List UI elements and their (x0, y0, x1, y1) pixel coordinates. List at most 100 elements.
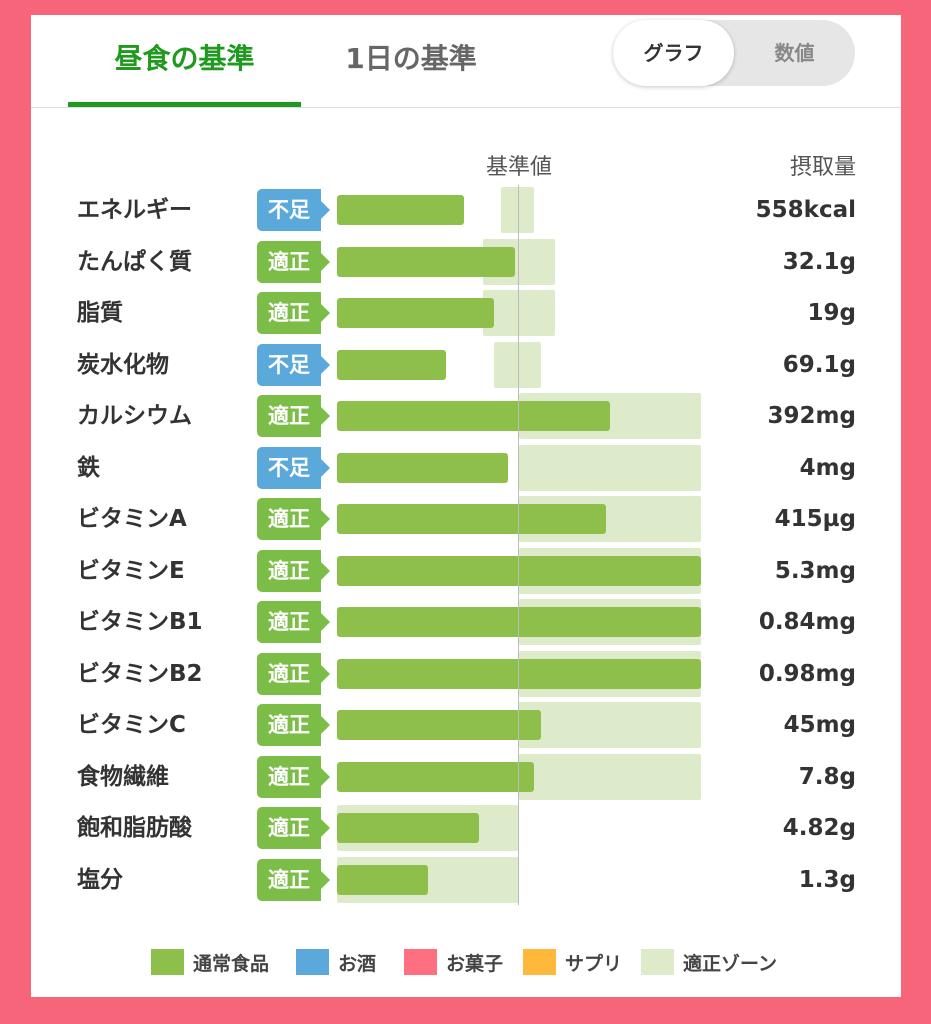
nutrient-name: ビタミンC (77, 712, 186, 738)
active-tab-underline (68, 102, 301, 107)
intake-bar (337, 246, 516, 277)
header-divider (31, 107, 901, 108)
nutrient-name: ビタミンE (77, 557, 185, 584)
nutrient-row: 鉄 不足 4mg (31, 444, 901, 491)
status-badge: 適正 (257, 601, 330, 643)
legend-swatch (151, 949, 184, 975)
status-badge: 適正 (257, 704, 330, 746)
nutrient-name: 飽和脂肪酸 (77, 815, 192, 841)
baseline-header: 基準値 (485, 155, 553, 180)
intake-header: 摂取量 (789, 155, 856, 180)
baseline-axis-line (518, 185, 519, 905)
status-badge: 適正 (257, 858, 330, 901)
nutrient-name: ビタミンB1 (77, 609, 203, 635)
nutrient-row: ビタミンB1 適正 0.84mg (31, 599, 901, 645)
chart-legend: 通常食品 お酒 お菓子 サプリ 適正ゾーン (31, 945, 901, 979)
status-badge: 適正 (257, 498, 330, 540)
intake-bar (337, 658, 701, 689)
number-view-button[interactable]: 数値 (774, 41, 815, 65)
nutrient-row: ビタミンE 適正 5.3mg (31, 547, 901, 594)
intake-bar (337, 504, 607, 534)
intake-bar (337, 607, 701, 637)
legend-swatch (404, 949, 437, 975)
intake-bar (337, 761, 534, 792)
target-zone (500, 187, 534, 233)
intake-value: 69.1g (782, 351, 856, 378)
intake-value: 0.98mg (758, 660, 856, 687)
intake-value: 4mg (799, 454, 856, 481)
target-zone (519, 753, 701, 800)
legend-item: 適正ゾーン (641, 945, 777, 979)
nutrient-name: カルシウム (77, 403, 192, 429)
status-badge: 適正 (257, 240, 330, 283)
nutrient-name: 鉄 (77, 454, 100, 481)
intake-value: 392mg (767, 403, 856, 429)
intake-bar (337, 195, 465, 225)
intake-value: 4.82g (782, 815, 856, 841)
nutrient-row: 食物繊維 適正 7.8g (31, 753, 901, 800)
target-zone (519, 444, 701, 491)
legend-item: 通常食品 (151, 945, 269, 979)
intake-bar (337, 710, 541, 740)
intake-bar (337, 452, 509, 483)
nutrient-name: ビタミンB2 (77, 660, 203, 687)
intake-value: 32.1g (782, 248, 856, 275)
intake-bar (337, 349, 447, 380)
nutrient-name: 塩分 (77, 866, 123, 893)
nutrient-row: 塩分 適正 1.3g (31, 856, 901, 903)
nutrient-row: カルシウム 適正 392mg (31, 393, 901, 439)
intake-bar (337, 298, 494, 328)
nutrient-name: 炭水化物 (77, 351, 169, 378)
intake-value: 558kcal (755, 197, 856, 223)
nutrient-row: エネルギー 不足 558kcal (31, 187, 901, 233)
graph-view-button[interactable]: グラフ (613, 20, 734, 86)
tab-daily-standard[interactable]: 1日の基準 (345, 42, 477, 75)
nutrient-row: ビタミンB2 適正 0.98mg (31, 650, 901, 697)
status-badge: 適正 (257, 807, 330, 849)
status-badge: 適正 (257, 395, 330, 437)
nutrient-name: 食物繊維 (77, 763, 169, 790)
status-badge: 適正 (257, 755, 330, 798)
intake-bar (337, 864, 428, 895)
target-zone (519, 702, 701, 748)
status-badge: 適正 (257, 549, 330, 592)
legend-item: お酒 (296, 945, 376, 979)
legend-item: お菓子 (404, 945, 503, 979)
view-toggle[interactable]: グラフ 数値 (613, 20, 855, 86)
target-zone (493, 341, 541, 388)
status-badge: 不足 (257, 446, 330, 489)
status-badge: 適正 (257, 292, 330, 334)
intake-value: 19g (807, 300, 856, 326)
legend-swatch (523, 949, 556, 975)
nutrient-row: 脂質 適正 19g (31, 290, 901, 336)
legend-label: お酒 (338, 952, 377, 975)
nutrient-row: 飽和脂肪酸 適正 4.82g (31, 805, 901, 851)
intake-value: 45mg (783, 712, 856, 738)
intake-value: 5.3mg (774, 557, 856, 584)
legend-swatch (296, 949, 329, 975)
status-badge: 不足 (257, 189, 330, 231)
nutrient-row: ビタミンC 適正 45mg (31, 702, 901, 748)
intake-value: 415µg (774, 506, 856, 532)
legend-label: サプリ (565, 952, 623, 975)
intake-bar (337, 813, 479, 843)
intake-value: 1.3g (798, 866, 856, 893)
legend-label: お菓子 (446, 952, 504, 975)
legend-swatch (641, 949, 674, 975)
nutrient-name: 脂質 (77, 300, 123, 326)
nutrient-name: ビタミンA (77, 506, 187, 532)
legend-item: サプリ (523, 945, 622, 979)
tab-lunch-standard[interactable]: 昼食の基準 (114, 42, 255, 75)
nutrient-name: エネルギー (77, 197, 192, 223)
nutrient-row: たんぱく質 適正 32.1g (31, 238, 901, 285)
intake-value: 7.8g (798, 763, 856, 790)
intake-value: 0.84mg (758, 609, 856, 635)
legend-label: 通常食品 (193, 952, 270, 975)
status-badge: 不足 (257, 343, 330, 386)
nutrient-row: 炭水化物 不足 69.1g (31, 341, 901, 388)
status-badge: 適正 (257, 652, 330, 695)
intake-bar (337, 401, 610, 431)
intake-bar (337, 555, 701, 586)
nutrient-row: ビタミンA 適正 415µg (31, 496, 901, 542)
legend-label: 適正ゾーン (683, 952, 778, 975)
